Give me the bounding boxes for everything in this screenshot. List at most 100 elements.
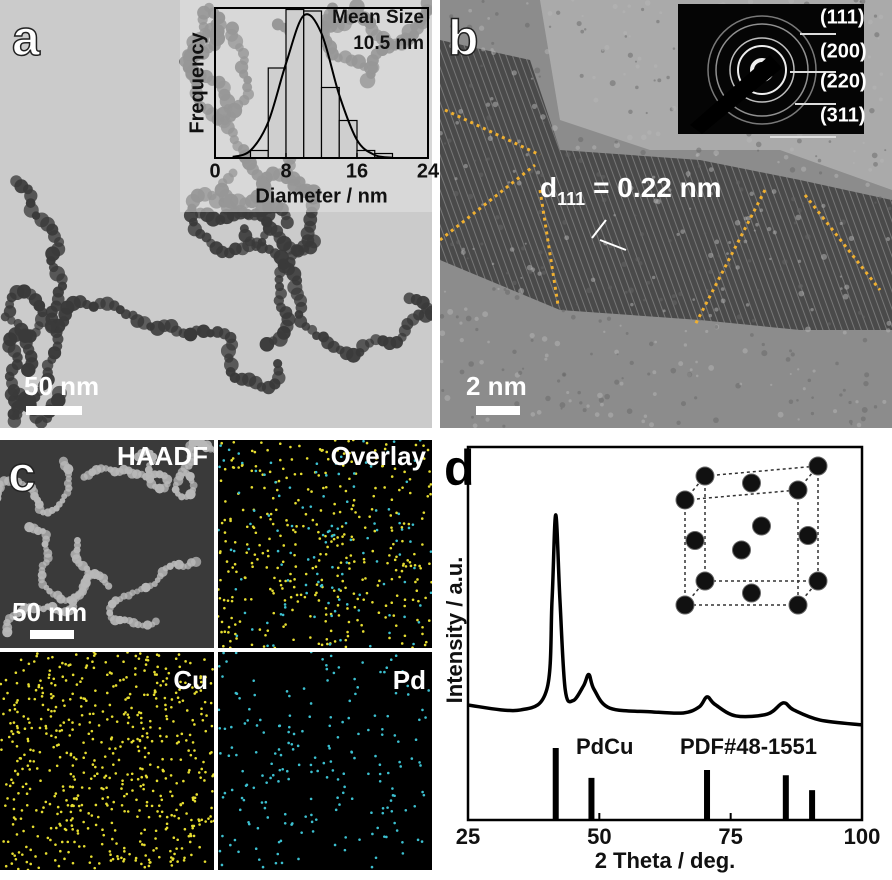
dot (202, 760, 205, 764)
dot (333, 502, 336, 506)
dot (136, 777, 140, 781)
dot (82, 820, 85, 824)
dot (303, 595, 307, 599)
dot (211, 667, 214, 671)
dot (28, 768, 31, 771)
dot (400, 526, 404, 529)
dot (219, 479, 223, 483)
dot (428, 470, 431, 473)
dot (427, 619, 431, 622)
dot (259, 515, 263, 519)
dot (276, 529, 279, 532)
dot (421, 455, 425, 459)
dot (310, 820, 314, 824)
dot (44, 726, 48, 730)
dot (175, 781, 178, 785)
dot (84, 751, 87, 755)
dot (69, 663, 72, 667)
speckle (708, 167, 714, 173)
dot (69, 818, 73, 822)
speckle (788, 0, 795, 4)
speckle (646, 280, 651, 285)
dot (122, 858, 126, 861)
dot (429, 550, 432, 553)
dot (383, 486, 386, 489)
dot (71, 817, 74, 820)
dot (404, 808, 408, 812)
dot (403, 470, 406, 474)
dot (223, 531, 227, 534)
dot (72, 775, 75, 778)
scale-bar-label: 50 nm (24, 371, 99, 401)
particle (43, 508, 52, 517)
dot (390, 577, 394, 581)
dot (398, 521, 401, 525)
dot (294, 501, 297, 505)
dot (193, 799, 197, 803)
dot (330, 534, 334, 538)
dot (254, 847, 258, 850)
dot (413, 552, 416, 556)
dot (309, 505, 313, 508)
dot (153, 689, 157, 692)
dot (140, 775, 144, 779)
dot (82, 756, 86, 760)
dot (317, 559, 321, 562)
dot (60, 840, 64, 844)
dot (278, 579, 282, 583)
dot (13, 769, 17, 773)
dot (354, 692, 357, 696)
speckle (811, 396, 814, 399)
dot (281, 467, 285, 471)
speckle (464, 307, 468, 311)
dot (411, 646, 414, 648)
particle (33, 526, 43, 536)
speckle (680, 401, 686, 407)
ring-label: (220) (820, 70, 867, 92)
dot (164, 777, 168, 780)
dot (239, 577, 243, 581)
dot (176, 696, 180, 700)
speckle (495, 215, 500, 220)
dot (341, 464, 345, 467)
dot (15, 833, 19, 836)
dot (324, 471, 327, 475)
dot (285, 476, 288, 480)
dot (334, 462, 338, 465)
speckle (524, 242, 527, 245)
dot (56, 805, 60, 809)
dot (172, 720, 175, 723)
dot (22, 669, 25, 672)
fit-curve (232, 13, 393, 159)
dot (61, 661, 64, 665)
speckle (486, 115, 492, 121)
dot (9, 721, 12, 725)
speckle (844, 248, 848, 252)
dot (384, 604, 388, 608)
dot (407, 526, 411, 530)
dot (220, 863, 224, 867)
speckle (668, 188, 672, 192)
dot (332, 533, 336, 537)
dot (417, 599, 420, 603)
speckle (530, 77, 534, 80)
d-spacing-label: d111 = 0.22 nm (540, 172, 722, 208)
dot (159, 684, 162, 687)
dot (253, 553, 257, 556)
dot (389, 658, 393, 662)
dot (52, 694, 55, 698)
dot (231, 457, 235, 460)
particle (142, 620, 153, 630)
dot (392, 440, 396, 443)
dot (156, 810, 159, 813)
dot (370, 507, 374, 511)
dot (324, 552, 328, 556)
dot (329, 760, 333, 763)
dot (358, 838, 361, 841)
dot (283, 821, 287, 825)
dot (177, 653, 181, 656)
dot (351, 504, 355, 507)
dot (429, 492, 432, 496)
dot (11, 823, 15, 826)
dot (245, 525, 249, 529)
